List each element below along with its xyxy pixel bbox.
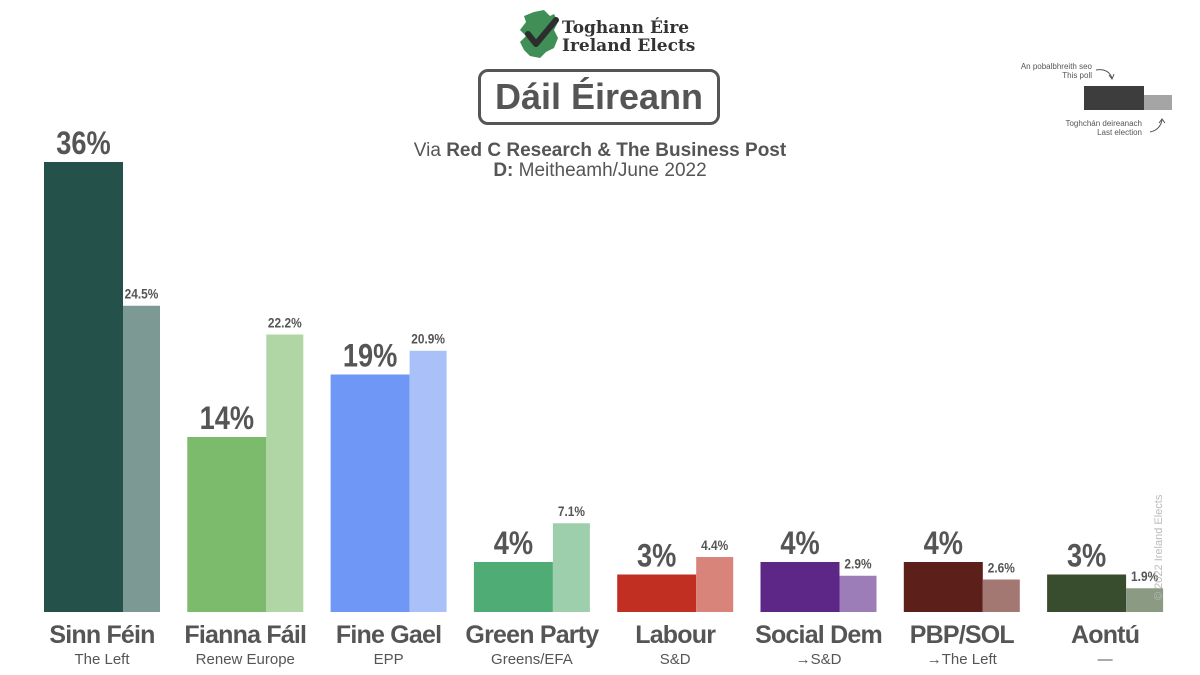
bar-last-election — [982, 579, 1020, 612]
legend-arrowhead-top — [1108, 73, 1115, 81]
label-last-election: 20.9% — [411, 331, 445, 347]
bar-last-election — [409, 350, 447, 612]
category-subtitle: Renew Europe — [196, 651, 295, 668]
source-name: Red C Research & The Business Post — [446, 140, 787, 161]
category-subtitle: S&D — [660, 651, 691, 668]
legend-last-election-ga: Toghchán deireanach — [1065, 119, 1142, 128]
logo: Toghann Éire Ireland Elects — [516, 8, 695, 60]
legend: An pobalbhreith seo This poll Toghchán d… — [1010, 60, 1190, 140]
bar-poll — [473, 562, 553, 612]
source-line: Via Red C Research & The Business Post — [0, 140, 1200, 162]
logo-line1: Toghann Éire — [562, 18, 690, 38]
category-label: Aontú — [1071, 621, 1139, 649]
via-prefix: Via — [413, 140, 447, 161]
label-poll: 14% — [200, 401, 254, 437]
label-poll: 3% — [637, 538, 676, 574]
legend-this-poll-ga: An pobalbhreith seo — [1020, 62, 1092, 71]
category-label: PBP/SOL — [910, 621, 1015, 649]
category-label: Labour — [635, 621, 716, 649]
legend-swatches — [1084, 69, 1172, 133]
label-last-election: 2.6% — [988, 560, 1016, 576]
label-last-election: 24.5% — [125, 286, 159, 302]
category-subtitle: →The Left — [927, 651, 998, 668]
legend-arrow-bottom — [1149, 119, 1163, 133]
category-label: Green Party — [465, 621, 599, 649]
legend-last-election: Toghchán deireanach Last election — [1010, 119, 1142, 137]
category-subtitle: — — [1098, 651, 1113, 668]
label-poll: 3% — [1067, 538, 1106, 574]
label-poll: 4% — [780, 526, 819, 562]
category-label: Fianna Fáil — [184, 621, 306, 649]
bar-poll — [330, 374, 410, 612]
legend-this-poll-en: This poll — [1062, 71, 1092, 80]
date-prefix: D: — [493, 160, 514, 181]
label-last-election: 2.9% — [844, 556, 872, 572]
bar-last-election — [696, 557, 734, 612]
label-poll: 4% — [924, 526, 963, 562]
category-subtitle: →S&D — [796, 651, 842, 668]
category-subtitle: Greens/EFA — [491, 651, 573, 668]
label-poll: 4% — [494, 526, 533, 562]
date-value: Meitheamh/June 2022 — [513, 160, 707, 181]
label-last-election: 4.4% — [701, 537, 729, 553]
legend-swatch-poll — [1084, 86, 1144, 110]
bar-poll — [187, 437, 267, 612]
legend-arrowhead-bottom — [1158, 118, 1166, 124]
label-last-election: 22.2% — [268, 315, 302, 331]
category-subtitle: The Left — [74, 651, 130, 668]
bar-last-election — [266, 334, 304, 612]
bar-last-election — [123, 305, 160, 612]
label-poll: 19% — [343, 338, 397, 374]
bar-last-election — [1126, 588, 1164, 612]
bar-poll — [1047, 574, 1127, 612]
bar-poll — [617, 574, 697, 612]
legend-swatch-last — [1144, 95, 1172, 110]
bar-poll — [760, 562, 840, 612]
date-line: D: Meitheamh/June 2022 — [0, 160, 1200, 182]
category-label: Fine Gael — [336, 621, 441, 649]
legend-last-election-en: Last election — [1097, 128, 1142, 137]
page-title: Dáil Éireann — [478, 69, 720, 125]
bar-poll — [44, 162, 123, 612]
bar-poll — [903, 562, 983, 612]
legend-this-poll: An pobalbhreith seo This poll — [1010, 62, 1092, 80]
bar-last-election — [839, 575, 877, 612]
label-poll: 36% — [56, 126, 110, 162]
copyright-watermark: © 2022 Ireland Elects — [1152, 494, 1165, 600]
category-label: Social Dem — [755, 621, 882, 649]
label-last-election: 1.9% — [1131, 568, 1159, 584]
logo-line2: Ireland Elects — [562, 36, 696, 56]
label-last-election: 7.1% — [558, 503, 586, 519]
legend-arrow-top — [1095, 69, 1113, 79]
bar-last-election — [552, 523, 590, 612]
category-subtitle: EPP — [374, 651, 404, 668]
ireland-map-icon — [520, 10, 559, 58]
category-label: Sinn Féin — [49, 621, 154, 649]
